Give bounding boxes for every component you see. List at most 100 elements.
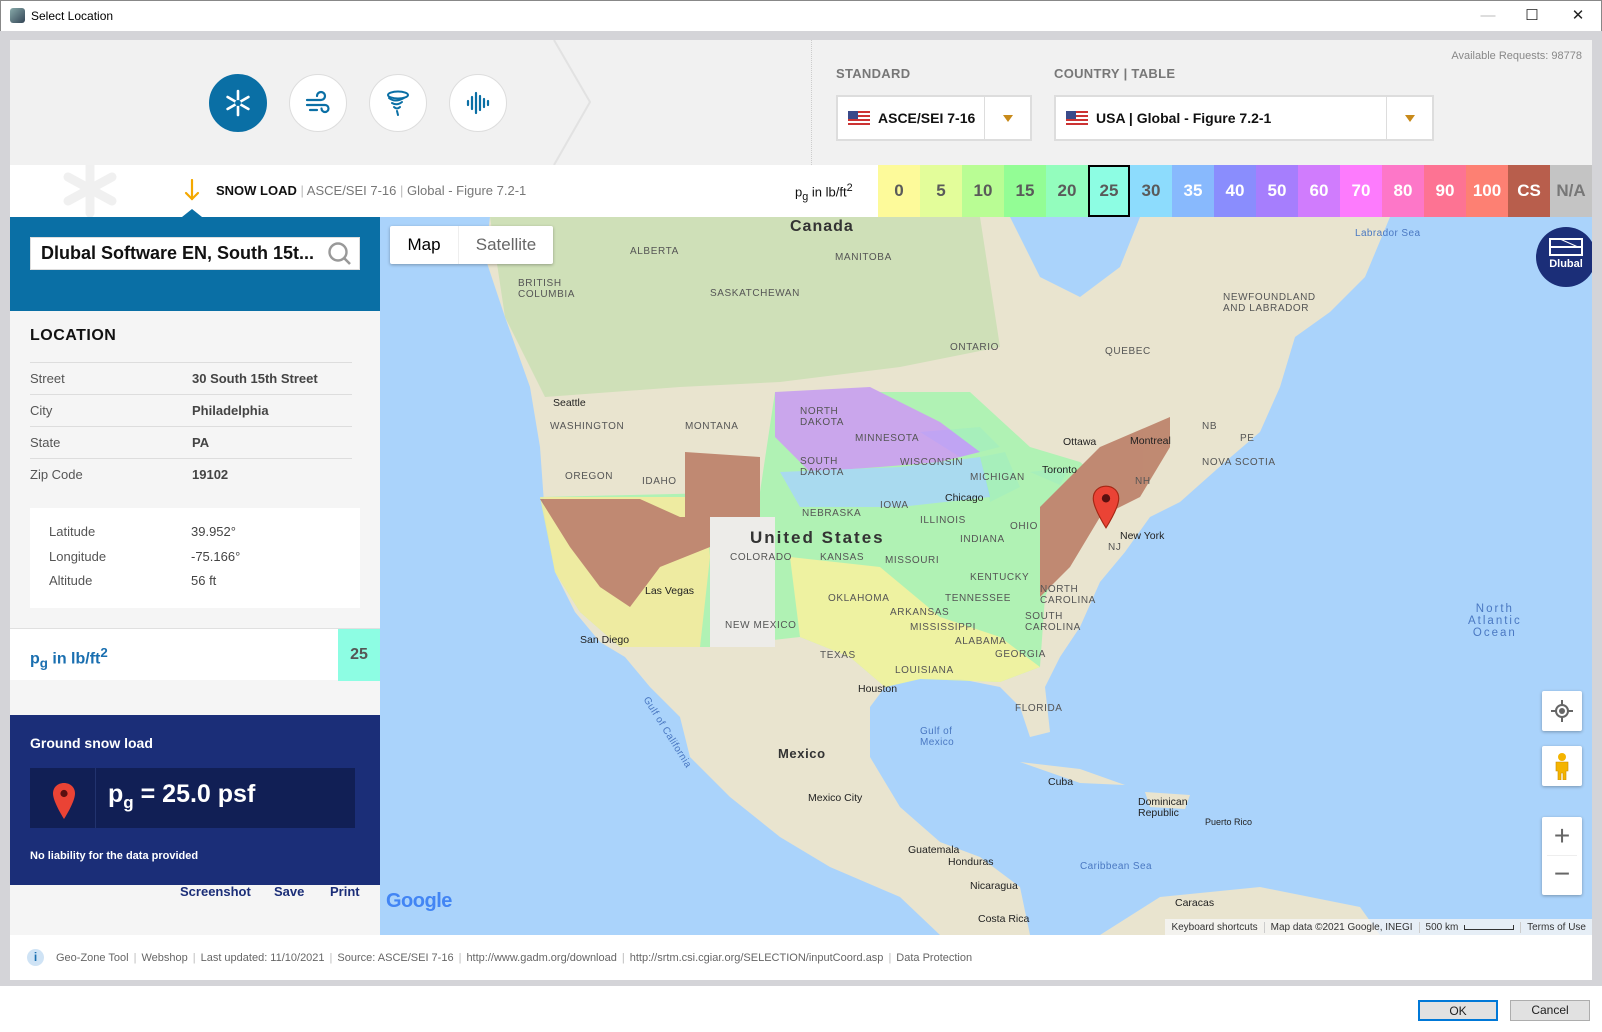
zoom-in-button[interactable]: + bbox=[1547, 818, 1577, 856]
legend-cell-10[interactable]: 10 bbox=[962, 165, 1004, 217]
divider bbox=[811, 40, 812, 165]
wind-load-button[interactable] bbox=[289, 74, 347, 132]
terms-of-use-link[interactable]: Terms of Use bbox=[1527, 921, 1586, 933]
map-label-bc: BRITISH COLUMBIA bbox=[518, 278, 576, 300]
footer-link[interactable]: Data Protection bbox=[896, 951, 973, 964]
snowflake-icon bbox=[226, 89, 250, 117]
map-type-satellite-button[interactable]: Satellite bbox=[458, 226, 553, 264]
map-label-gulf-mexico: Gulf of Mexico bbox=[920, 726, 955, 748]
map-label-nebraska: NEBRASKA bbox=[802, 508, 862, 519]
map-label-labrador-sea: Labrador Sea bbox=[1355, 228, 1421, 239]
footer: i Geo-Zone Tool | Webshop | Last updated: 11… bbox=[10, 935, 1592, 980]
map-label-atlantic: North Atlantic Ocean bbox=[1468, 603, 1522, 640]
seismic-icon bbox=[466, 91, 490, 115]
map-label-mississippi: MISSISSIPPI bbox=[910, 622, 977, 633]
location-row-zip: Zip Code 19102 bbox=[30, 458, 352, 490]
map-label-north-carolina: NORTH CAROLINA bbox=[1040, 584, 1096, 606]
map-label-cuba: Cuba bbox=[1048, 776, 1074, 788]
map-label-arkansas: ARKANSAS bbox=[890, 607, 950, 618]
map-label-florida: FLORIDA bbox=[1015, 703, 1063, 714]
maximize-button[interactable]: ☐ bbox=[1525, 7, 1539, 24]
chevron-down-icon[interactable] bbox=[1386, 97, 1432, 139]
map-label-minnesota: MINNESOTA bbox=[855, 433, 920, 444]
map-label-indiana: INDIANA bbox=[960, 534, 1005, 545]
map-view[interactable]: Canada ALBERTA MANITOBA BRITISH COLUMBIA SAS… bbox=[380, 217, 1592, 935]
ok-button[interactable]: OK bbox=[1418, 1000, 1498, 1021]
legend-cell-70[interactable]: 70 bbox=[1340, 165, 1382, 217]
map-label-nb: NB bbox=[1202, 421, 1218, 432]
location-row-city: City Philadelphia bbox=[30, 394, 352, 426]
snow-load-overlay bbox=[540, 387, 1170, 687]
print-button[interactable]: Print bbox=[330, 884, 360, 899]
chevron-down-icon[interactable] bbox=[984, 97, 1030, 139]
tornado-load-button[interactable] bbox=[369, 74, 427, 132]
legend-cell-0[interactable]: 0 bbox=[878, 165, 920, 217]
legend-cell-100[interactable]: 100 bbox=[1466, 165, 1508, 217]
legend-cell-na[interactable]: N/A bbox=[1550, 165, 1592, 217]
map-label-united-states: United States bbox=[750, 528, 885, 547]
legend-cell-40[interactable]: 40 bbox=[1214, 165, 1256, 217]
snow-load-button[interactable] bbox=[209, 74, 267, 132]
search-input[interactable]: Dlubal Software EN, South 15t... bbox=[30, 237, 360, 270]
map-scale[interactable]: 500 km bbox=[1420, 921, 1522, 933]
tornado-icon bbox=[387, 90, 409, 116]
footer-link[interactable]: http://srtm.csi.cgiar.org/SELECTION/inpu… bbox=[629, 951, 884, 964]
legend-cell-50[interactable]: 50 bbox=[1256, 165, 1298, 217]
search-icon[interactable] bbox=[327, 241, 353, 267]
legend-cell-5[interactable]: 5 bbox=[920, 165, 962, 217]
arrow-down-icon bbox=[184, 179, 200, 201]
footer-link[interactable]: http://www.gadm.org/download bbox=[466, 951, 617, 964]
footer-link[interactable]: Webshop bbox=[141, 951, 188, 964]
map-label-louisiana: LOUISIANA bbox=[895, 665, 954, 676]
map-label-nj: NJ bbox=[1108, 542, 1122, 553]
legend-cell-25[interactable]: 25 bbox=[1088, 165, 1130, 217]
separator: | bbox=[621, 951, 625, 964]
legend-cell-cs[interactable]: CS bbox=[1508, 165, 1550, 217]
map-label-mexico-city: Mexico City bbox=[808, 792, 863, 804]
my-location-button[interactable] bbox=[1542, 691, 1582, 731]
footer-link[interactable]: Geo-Zone Tool bbox=[56, 951, 129, 964]
map-label-oregon: OREGON bbox=[565, 471, 614, 482]
map-canvas[interactable] bbox=[380, 217, 1592, 935]
keyboard-shortcuts-link[interactable]: Keyboard shortcuts bbox=[1165, 921, 1265, 933]
standard-value: ASCE/SEI 7-16 bbox=[878, 110, 976, 126]
coord-latitude: Latitude 39.952° bbox=[49, 524, 236, 539]
standard-dropdown[interactable]: ASCE/SEI 7-16 bbox=[836, 95, 1032, 141]
save-button[interactable]: Save bbox=[274, 884, 305, 899]
screenshot-button[interactable]: Screenshot bbox=[180, 884, 251, 899]
map-attribution: Keyboard shortcuts Map data ©2021 Google… bbox=[1165, 919, 1592, 935]
legend-cell-90[interactable]: 90 bbox=[1424, 165, 1466, 217]
zone-row: pg in lb/ft2 25 bbox=[10, 628, 380, 681]
map-label-guatemala: Guatemala bbox=[908, 844, 960, 856]
dlubal-logo[interactable]: Dlubal bbox=[1536, 227, 1592, 287]
legend-cell-60[interactable]: 60 bbox=[1298, 165, 1340, 217]
location-row-street: Street 30 South 15th Street bbox=[30, 362, 352, 394]
window-title: Select Location bbox=[31, 9, 114, 23]
street-view-pegman[interactable] bbox=[1542, 746, 1582, 786]
map-label-caracas: Caracas bbox=[1175, 897, 1215, 909]
minimize-button[interactable]: — bbox=[1480, 7, 1496, 24]
map-label-new-mexico: NEW MEXICO bbox=[725, 620, 797, 631]
zone-overlay-purple bbox=[775, 387, 980, 472]
map-type-map-button[interactable]: Map bbox=[407, 235, 441, 254]
close-button[interactable]: ✕ bbox=[1571, 7, 1585, 24]
legend-cell-80[interactable]: 80 bbox=[1382, 165, 1424, 217]
map-label-saskatchewan: SASKATCHEWAN bbox=[710, 288, 800, 299]
location-marker-icon[interactable] bbox=[1092, 485, 1120, 529]
legend-cell-15[interactable]: 15 bbox=[1004, 165, 1046, 217]
legend-cell-35[interactable]: 35 bbox=[1172, 165, 1214, 217]
seismic-load-button[interactable] bbox=[449, 74, 507, 132]
cancel-button[interactable]: Cancel bbox=[1510, 1000, 1590, 1021]
map-label-manitoba: MANITOBA bbox=[835, 252, 892, 263]
result-title: Ground snow load bbox=[30, 735, 153, 751]
map-label-kansas: KANSAS bbox=[820, 552, 865, 563]
chevron-divider bbox=[553, 40, 592, 165]
map-label-oklahoma: OKLAHOMA bbox=[828, 593, 890, 604]
country-table-dropdown[interactable]: USA | Global - Figure 7.2-1 bbox=[1054, 95, 1434, 141]
legend-cell-30[interactable]: 30 bbox=[1130, 165, 1172, 217]
footer-link: Source: ASCE/SEI 7-16 bbox=[337, 951, 454, 964]
breadcrumb-standard: ASCE/SEI 7-16 bbox=[306, 183, 397, 198]
legend-cell-20[interactable]: 20 bbox=[1046, 165, 1088, 217]
zoom-out-button[interactable]: − bbox=[1553, 858, 1571, 889]
google-logo: Google bbox=[386, 890, 452, 912]
